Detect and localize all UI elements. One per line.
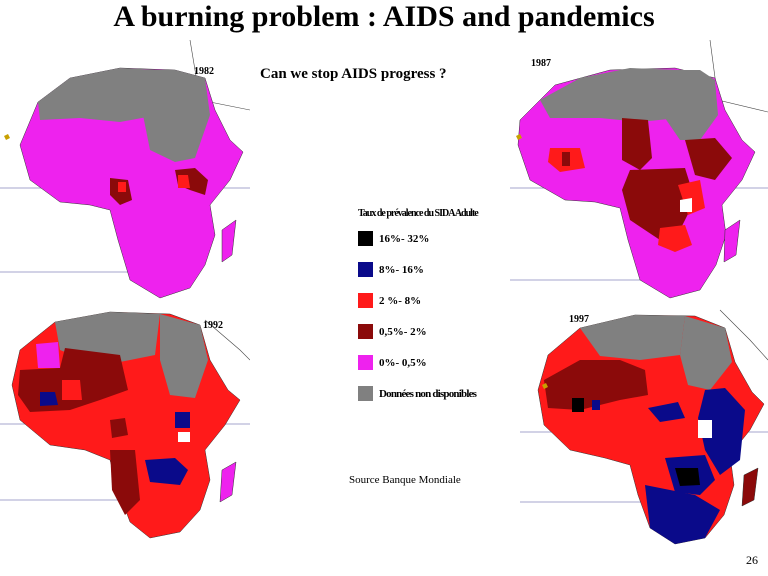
legend-label: 16%- 32% [379, 232, 430, 245]
legend-item: 16%- 32% [358, 231, 538, 246]
legend-label: Données non disponibles [379, 387, 477, 400]
legend-swatch [358, 355, 373, 370]
slide-subtitle: Can we stop AIDS progress ? [260, 66, 447, 82]
legend-item: 0%- 0,5% [358, 355, 538, 370]
map-year-label: 1982 [194, 66, 214, 77]
map-year-label: 1997 [569, 314, 589, 325]
source-note: Source Banque Mondiale [349, 474, 461, 486]
legend: Taux de prévalence du SIDA Adulte 16%- 3… [358, 208, 538, 417]
map-year-label: 1992 [203, 320, 223, 331]
legend-label: 0%- 0,5% [379, 356, 427, 369]
legend-item: 8%- 16% [358, 262, 538, 277]
legend-swatch [358, 386, 373, 401]
legend-title: Taux de prévalence du SIDA Adulte [358, 208, 479, 219]
legend-swatch [358, 324, 373, 339]
legend-swatch [358, 293, 373, 308]
legend-label: 2 %- 8% [379, 294, 422, 307]
map-1987 [510, 40, 768, 300]
page-number: 26 [746, 553, 758, 567]
legend-item: Données non disponibles [358, 386, 538, 401]
slide-title: A burning problem : AIDS and pandemics [113, 0, 655, 33]
legend-item: 2 %- 8% [358, 293, 538, 308]
map-1982 [0, 40, 250, 300]
legend-swatch [358, 231, 373, 246]
legend-label: 0,5%- 2% [379, 325, 427, 338]
legend-item: 0,5%- 2% [358, 324, 538, 339]
map-year-label: 1987 [531, 58, 551, 69]
legend-label: 8%- 16% [379, 263, 424, 276]
legend-swatch [358, 262, 373, 277]
map-1992 [0, 300, 250, 540]
map-1997 [520, 300, 768, 545]
